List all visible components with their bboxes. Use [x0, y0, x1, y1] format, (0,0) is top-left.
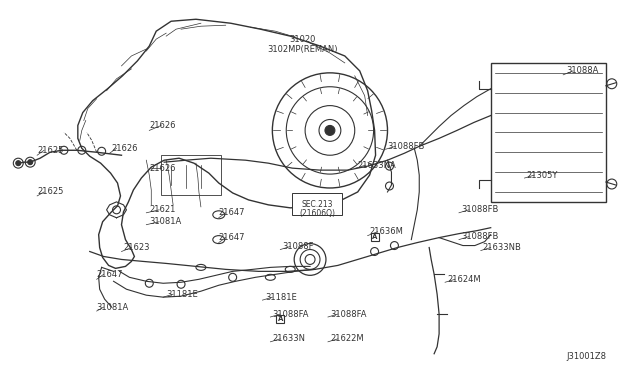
Bar — [491, 63, 606, 202]
Text: 21625: 21625 — [37, 146, 63, 155]
Text: 21633N: 21633N — [273, 334, 305, 343]
Text: 21625: 21625 — [37, 187, 63, 196]
Text: 21647: 21647 — [219, 208, 245, 217]
Text: 21633NB: 21633NB — [483, 243, 522, 252]
Text: 21647: 21647 — [219, 233, 245, 242]
Text: 3102MP(REMAN): 3102MP(REMAN) — [267, 45, 337, 54]
Bar — [276, 315, 284, 323]
Circle shape — [28, 160, 33, 165]
Text: SEC.213: SEC.213 — [301, 201, 333, 209]
Bar — [371, 232, 378, 241]
Text: 31088F: 31088F — [282, 242, 314, 251]
Text: 21633NA: 21633NA — [358, 161, 396, 170]
Text: 31088FB: 31088FB — [461, 205, 499, 214]
Text: 21626: 21626 — [149, 164, 176, 173]
Text: 21623: 21623 — [124, 243, 150, 252]
Text: 21621: 21621 — [149, 205, 175, 214]
Text: 31081A: 31081A — [97, 302, 129, 312]
Text: 31181E: 31181E — [166, 290, 198, 299]
Text: A: A — [278, 316, 283, 322]
Text: 21647: 21647 — [97, 270, 123, 279]
Bar — [161, 155, 221, 195]
Text: 31088FA: 31088FA — [330, 310, 367, 318]
Text: 31081A: 31081A — [149, 217, 182, 226]
Bar — [292, 193, 342, 215]
Text: 21624M: 21624M — [447, 275, 481, 284]
Text: 21636M: 21636M — [370, 227, 403, 236]
Text: J31001Z8: J31001Z8 — [566, 352, 606, 361]
Text: 31088FB: 31088FB — [387, 142, 425, 151]
Text: 31088FA: 31088FA — [273, 310, 309, 318]
Text: 21626: 21626 — [111, 144, 138, 153]
Text: 31181E: 31181E — [266, 293, 297, 302]
Text: 31088FB: 31088FB — [461, 232, 499, 241]
Circle shape — [325, 125, 335, 135]
Text: (21606Q): (21606Q) — [299, 209, 335, 218]
Circle shape — [16, 161, 20, 166]
Text: 21626: 21626 — [149, 121, 176, 130]
Text: 21305Y: 21305Y — [527, 171, 558, 180]
Text: 31088A: 31088A — [566, 66, 598, 76]
Text: 21622M: 21622M — [330, 334, 364, 343]
Text: 31020: 31020 — [289, 35, 316, 44]
Text: A: A — [372, 234, 377, 240]
